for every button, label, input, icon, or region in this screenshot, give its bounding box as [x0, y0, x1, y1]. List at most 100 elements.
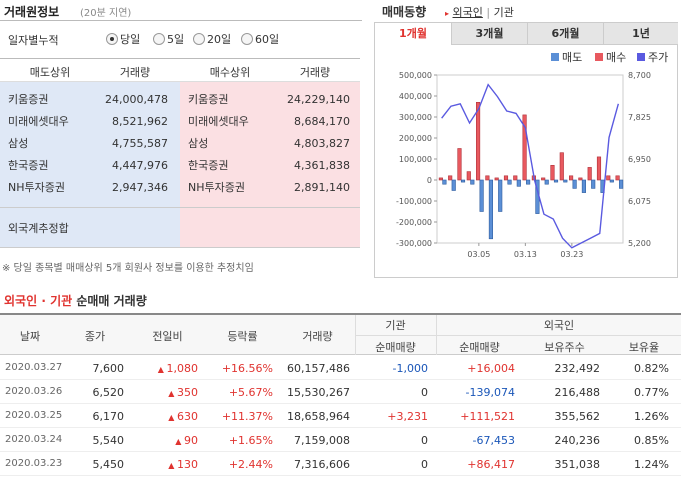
legend-label: 주가: [648, 51, 668, 64]
header-foreign-net: 순매매량: [459, 341, 500, 354]
header-rate: 등락률: [227, 330, 258, 343]
trend-chart: 매도 매수 주가 500,000 400,000 300,000 200,000 100,00…: [396, 51, 668, 259]
cell-inst-net: 0: [421, 458, 428, 471]
cell-hold-ratio: 1.24%: [634, 458, 669, 471]
buy-bar: [559, 152, 564, 181]
period-tab-3m[interactable]: 3개월: [451, 23, 527, 45]
sell-bar: [526, 179, 531, 185]
triangle-up-icon: ▲: [168, 461, 177, 470]
radio-20d[interactable]: 20일: [193, 31, 231, 47]
radio-60d[interactable]: 60일: [241, 31, 279, 47]
buy-volume: 8,684,170: [294, 114, 350, 128]
tab-separator: |: [486, 6, 491, 19]
cell-change: ▲ 350: [150, 386, 198, 399]
cell-date: 2020.03.25: [5, 410, 63, 421]
sell-broker: 삼성: [8, 137, 29, 150]
buy-bar: [587, 167, 592, 181]
cell-inst-net: 0: [421, 386, 428, 399]
y-tick-label: 200,000: [399, 134, 432, 143]
buy-volume: 4,361,838: [294, 158, 350, 172]
y-tick-label: 0: [427, 176, 432, 185]
trader-table-body: 키움증권 24,000,478 키움증권 24,229,140 미래에셋대우 8…: [0, 88, 360, 198]
radio-label: 60일: [255, 33, 280, 46]
investor-tabs: ▸ 외국인 | 기관: [445, 4, 514, 20]
sell-volume: 4,447,976: [112, 158, 168, 172]
table-row: 한국증권 4,447,976 한국증권 4,361,838: [0, 154, 360, 176]
x-tick-label: 03.23: [560, 250, 583, 259]
sell-broker: 한국증권: [8, 159, 49, 172]
radio-dot[interactable]: [193, 33, 205, 45]
radio-today[interactable]: 당일: [106, 31, 140, 47]
sell-bar: [470, 179, 475, 185]
tab-institution[interactable]: 기관: [493, 6, 514, 19]
cell-inst-net: 0: [421, 434, 428, 447]
sell-volume: 2,947,346: [112, 180, 168, 194]
legend-label: 매도: [562, 51, 582, 64]
cell-rate: +5.67%: [228, 386, 273, 399]
header-buy-top: 매수상위: [209, 66, 251, 79]
legend-swatch: [637, 53, 645, 61]
legend-swatch: [551, 53, 559, 61]
triangle-up-icon: ▲: [175, 437, 184, 446]
radio-dot[interactable]: [106, 33, 118, 45]
buy-bar: [513, 175, 518, 181]
group-foreign: 외국인: [543, 319, 575, 332]
radio-dot[interactable]: [153, 33, 165, 45]
sell-bar: [516, 179, 521, 187]
y-tick-label: 100,000: [399, 155, 432, 164]
table-row: 2020.03.27 7,600 ▲ 1,080 +16.56% 60,157,…: [0, 356, 681, 380]
change-value: 90: [184, 434, 198, 447]
header-inst-net: 순매매량: [375, 341, 416, 354]
cell-holdings: 355,562: [554, 410, 601, 423]
sell-bar: [460, 179, 466, 183]
cell-close: 5,450: [92, 458, 125, 471]
cell-holdings: 232,492: [554, 362, 601, 375]
trader-info-title: 거래원정보: [4, 5, 60, 19]
y2-tick-label: 7,825: [628, 113, 651, 122]
sell-broker: 키움증권: [8, 93, 49, 106]
period-tab-1m[interactable]: 1개월: [375, 23, 451, 45]
cell-volume: 60,157,486: [287, 362, 350, 375]
table-row: 삼성 4,755,587 삼성 4,803,827: [0, 132, 360, 154]
change-value: 130: [177, 458, 198, 471]
sell-broker: NH투자증권: [8, 181, 65, 194]
delay-note: (20분 지연): [80, 8, 132, 19]
x-tick-label: 03.13: [514, 250, 537, 259]
sell-broker: 미래에셋대우: [8, 115, 69, 128]
buy-column-bg: [180, 82, 360, 247]
cell-hold-ratio: 1.26%: [634, 410, 669, 423]
buy-bar: [448, 175, 453, 181]
buy-bar: [522, 114, 527, 181]
sell-bar: [619, 179, 624, 189]
header-holdings: 보유주수: [544, 341, 585, 354]
radio-5d[interactable]: 5일: [153, 31, 184, 47]
buy-bar: [550, 165, 555, 181]
cell-rate: +11.37%: [221, 410, 273, 423]
arrow-right-icon: ▸: [445, 9, 450, 18]
table-row: 2020.03.26 6,520 ▲ 350 +5.67% 15,530,267…: [0, 380, 681, 404]
table-row: NH투자증권 2,947,346 NH투자증권 2,891,140: [0, 176, 360, 198]
cell-date: 2020.03.27: [5, 362, 63, 373]
buy-broker: 한국증권: [188, 159, 229, 172]
cell-change: ▲ 130: [150, 458, 198, 471]
cell-holdings: 240,236: [554, 434, 601, 447]
header-hold-ratio: 보유율: [628, 341, 660, 354]
sell-column-bg: [0, 82, 180, 247]
cell-inst-net: +3,231: [387, 410, 428, 423]
cell-hold-ratio: 0.85%: [634, 434, 669, 447]
triangle-up-icon: ▲: [168, 389, 177, 398]
period-tab-6m[interactable]: 6개월: [527, 23, 603, 45]
cell-inst-net: -1,000: [392, 362, 428, 375]
tab-foreign[interactable]: 외국인: [452, 6, 483, 19]
header-volume: 거래량: [119, 66, 151, 79]
period-tab-1y[interactable]: 1년: [603, 23, 678, 45]
radio-dot[interactable]: [241, 33, 253, 45]
header-date: 날짜: [19, 330, 41, 343]
table-row: 키움증권 24,000,478 키움증권 24,229,140: [0, 88, 360, 110]
table-row: 2020.03.25 6,170 ▲ 630 +11.37% 18,658,96…: [0, 404, 681, 428]
buy-bar: [485, 175, 490, 181]
buy-broker: 미래에셋대우: [188, 115, 249, 128]
buy-bar: [503, 175, 509, 181]
net-table-body: 2020.03.27 7,600 ▲ 1,080 +16.56% 60,157,…: [0, 356, 681, 480]
sell-bar: [498, 179, 503, 212]
